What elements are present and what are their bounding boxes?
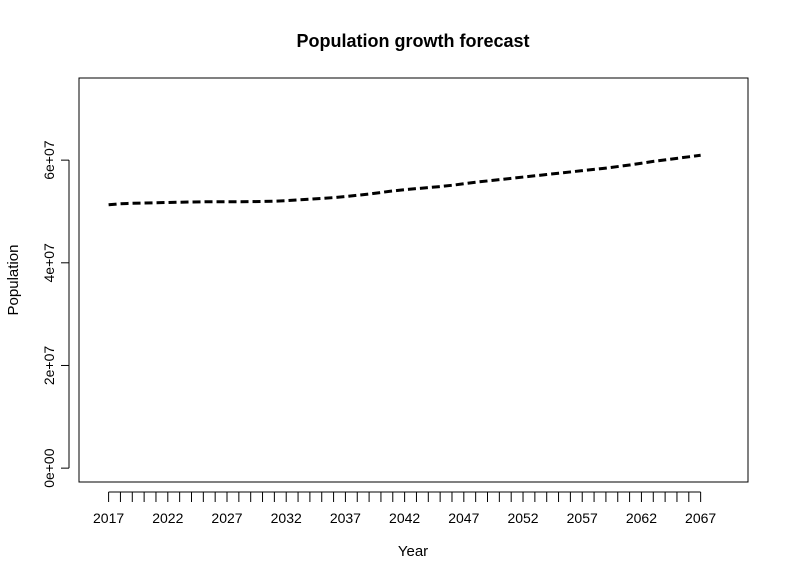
x-tick-label: 2017 [93,510,124,526]
x-tick-label: 2042 [389,510,420,526]
x-tick-label: 2027 [211,510,242,526]
y-tick-label: 6e+07 [41,140,57,180]
series-line [108,153,701,207]
x-tick-label: 2067 [685,510,716,526]
x-tick-label: 2057 [567,510,598,526]
x-tick-label: 2022 [152,510,183,526]
x-axis: 2017 2022 2027 2032 2037 2042 2047 2052 2057 2062… [93,491,716,526]
plot-area-border [78,77,749,483]
x-tick-label: 2032 [271,510,302,526]
x-tick-label: 2037 [330,510,361,526]
y-axis: 0e+00 2e+07 4e+07 6e+07 [41,140,70,488]
y-tick-label: 2e+07 [41,346,57,386]
chart-title: Population growth forecast [296,31,529,51]
series-layer [108,153,701,207]
y-axis-label: Population [5,245,22,316]
y-tick-label: 0e+00 [41,448,57,488]
x-axis-label: Year [398,543,428,560]
x-tick-label: 2052 [507,510,538,526]
x-tick-label: 2062 [626,510,657,526]
y-tick-label: 4e+07 [41,243,57,283]
x-tick-label: 2047 [448,510,479,526]
